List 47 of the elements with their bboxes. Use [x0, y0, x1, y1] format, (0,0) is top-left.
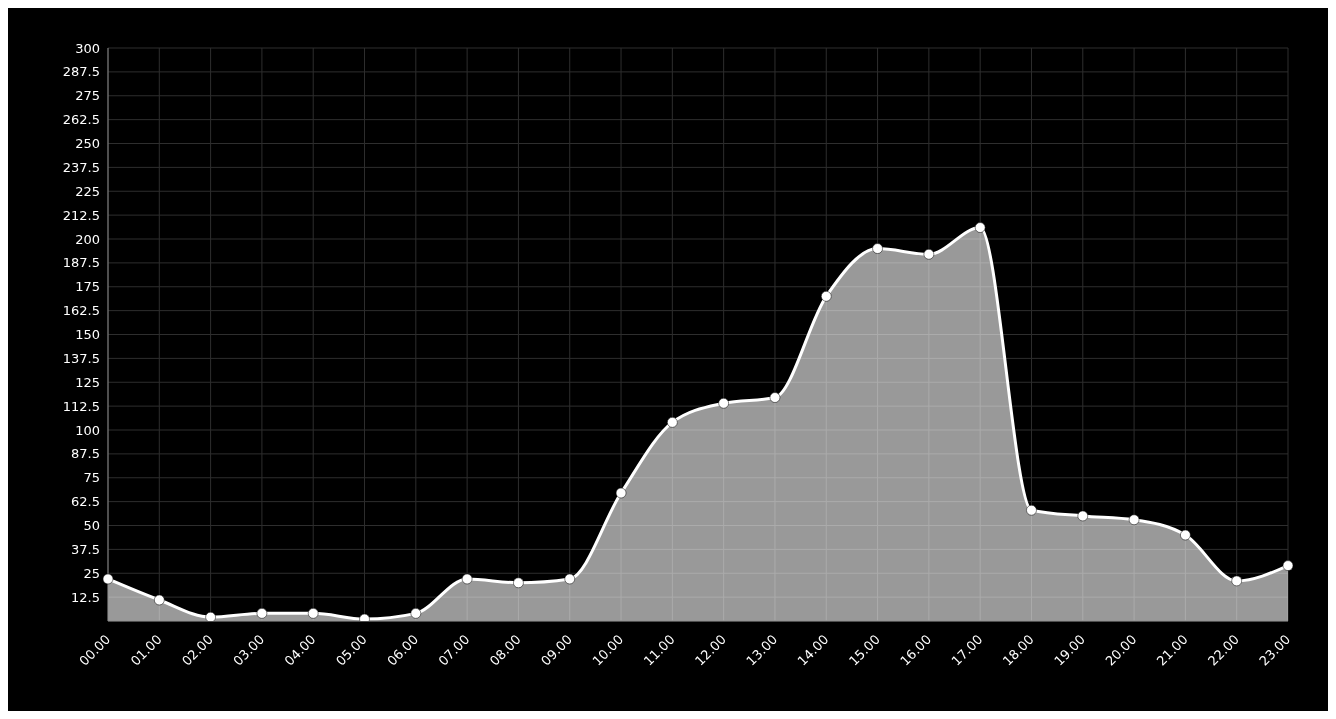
point	[974, 222, 986, 233]
y-tick-label: 137.5	[62, 350, 100, 366]
point	[718, 398, 729, 409]
point	[1231, 575, 1242, 587]
y-tick-label: 100	[75, 422, 100, 438]
y-tick-label: 162.5	[62, 303, 100, 319]
point	[872, 243, 883, 254]
y-tick-label: 150	[75, 327, 100, 343]
point	[205, 611, 216, 621]
point	[461, 573, 473, 585]
point	[154, 594, 165, 606]
y-tick-label: 300	[75, 40, 100, 56]
point	[821, 291, 832, 302]
y-tick-label: 250	[75, 136, 100, 152]
point	[923, 249, 935, 260]
point	[1180, 529, 1191, 541]
y-tick-label: 237.5	[62, 159, 100, 175]
y-tick-label: 25	[83, 565, 100, 581]
y-tick-label: 75	[83, 470, 100, 486]
y-tick-label: 262.5	[62, 112, 100, 128]
point	[1026, 504, 1037, 516]
y-tick-label: 12.5	[71, 589, 100, 605]
y-tick-label: 275	[75, 88, 100, 104]
y-tick-label: 87.5	[71, 446, 100, 462]
point	[615, 487, 627, 499]
point	[1128, 514, 1140, 526]
point	[564, 573, 575, 585]
y-tick-label: 125	[75, 374, 100, 390]
point	[667, 417, 678, 428]
point	[1282, 560, 1294, 571]
point	[410, 608, 422, 619]
point	[769, 392, 781, 403]
point	[102, 573, 114, 585]
y-tick-label: 175	[75, 279, 100, 295]
point	[307, 608, 319, 619]
y-tick-label: 200	[75, 231, 100, 247]
y-tick-label: 37.5	[71, 541, 100, 557]
y-tick-label: 225	[75, 183, 100, 199]
point	[513, 577, 524, 589]
point	[256, 608, 268, 619]
y-tick-label: 50	[83, 518, 100, 534]
y-tick-label: 112.5	[62, 398, 100, 414]
y-tick-label: 62.5	[71, 494, 100, 510]
y-tick-label: 187.5	[62, 255, 100, 271]
y-tick-label: 287.5	[62, 64, 100, 80]
point	[1077, 510, 1089, 522]
y-tick-label: 212.5	[62, 207, 100, 223]
